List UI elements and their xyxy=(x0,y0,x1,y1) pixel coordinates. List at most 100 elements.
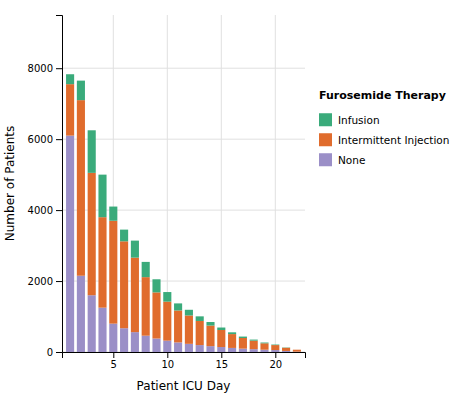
bar xyxy=(131,258,139,332)
bar xyxy=(271,350,279,352)
bar xyxy=(271,344,279,346)
x-grid-line xyxy=(221,15,222,352)
y-grid-line xyxy=(62,210,305,211)
bar xyxy=(174,310,182,342)
bar xyxy=(66,74,74,84)
bar xyxy=(152,339,160,352)
bar xyxy=(109,324,117,352)
x-tick-mark xyxy=(221,352,222,358)
series-bars xyxy=(66,136,301,352)
legend-swatch xyxy=(319,153,332,166)
x-tick-label: 15 xyxy=(215,359,228,370)
y-grid-line xyxy=(62,68,305,69)
bar xyxy=(196,345,204,352)
y-tick: 4000 xyxy=(28,205,62,216)
bar xyxy=(293,350,301,352)
bar xyxy=(77,81,85,101)
bar xyxy=(66,136,74,352)
x-tick-label: 5 xyxy=(111,359,117,370)
bar xyxy=(185,315,193,343)
bar xyxy=(185,344,193,352)
legend-item: Intermittent Injection xyxy=(319,133,449,146)
bar xyxy=(174,342,182,352)
bar xyxy=(239,338,247,349)
bar xyxy=(250,341,258,350)
legend-title: Furosemide Therapy xyxy=(319,89,446,102)
grid xyxy=(62,15,305,352)
bar xyxy=(174,303,182,310)
legend-label: None xyxy=(338,154,365,166)
bar xyxy=(250,349,258,352)
bar xyxy=(142,336,150,352)
y-tick-mark xyxy=(56,68,62,69)
bar xyxy=(163,292,171,302)
bar xyxy=(109,221,117,324)
bar xyxy=(239,349,247,352)
bar xyxy=(206,326,214,347)
x-tick: 15 xyxy=(215,352,228,370)
y-tick: 0 xyxy=(47,347,62,358)
x-tick-label: 10 xyxy=(161,359,174,370)
legend-label: Infusion xyxy=(338,114,380,126)
x-tick: 20 xyxy=(269,352,282,370)
bar xyxy=(98,308,106,352)
y-axis: 0 2000 4000 6000 8000 xyxy=(28,16,63,358)
x-tick: 5 xyxy=(111,352,117,370)
bar xyxy=(142,277,150,336)
bar xyxy=(217,328,225,330)
bar xyxy=(163,302,171,341)
y-tick-label: 4000 xyxy=(28,205,53,216)
bar xyxy=(271,345,279,350)
bar xyxy=(206,346,214,352)
legend-label: Intermittent Injection xyxy=(338,134,449,146)
bar xyxy=(282,351,290,352)
legend-item: Infusion xyxy=(319,113,380,126)
bars xyxy=(66,74,301,352)
bar xyxy=(152,292,160,338)
bar xyxy=(196,316,204,321)
x-axis-title: Patient ICU Day xyxy=(137,379,231,393)
y-tick-label: 2000 xyxy=(28,276,53,287)
x-grid-line xyxy=(275,15,276,352)
bar xyxy=(260,342,268,344)
y-tick: 8000 xyxy=(28,63,62,74)
bar xyxy=(163,341,171,352)
x-tick-mark xyxy=(275,352,276,358)
x-tick-mark xyxy=(167,352,168,358)
series-bars xyxy=(66,84,301,351)
legend-swatch xyxy=(319,113,332,126)
bar xyxy=(98,217,106,307)
bar xyxy=(260,350,268,352)
plot: 5 10 15 20 0 2000 4000 6000 8000 Patient ICU Day N… xyxy=(3,15,306,393)
y-tick: 6000 xyxy=(28,134,62,145)
legend: Furosemide Therapy Infusion Intermittent I… xyxy=(319,89,449,166)
bar xyxy=(88,173,96,295)
y-axis-title: Number of Patients xyxy=(3,126,17,241)
bar xyxy=(293,349,301,350)
bar xyxy=(282,348,290,351)
bar xyxy=(228,348,236,352)
y-grid-line xyxy=(62,139,305,140)
bar xyxy=(217,347,225,352)
y-tick-mark xyxy=(56,281,62,282)
bar xyxy=(239,337,247,338)
x-tick: 10 xyxy=(161,352,174,370)
bar xyxy=(282,347,290,348)
bar xyxy=(152,279,160,292)
bar xyxy=(250,340,258,341)
y-tick-label: 8000 xyxy=(28,63,53,74)
bar xyxy=(77,276,85,352)
bar xyxy=(120,230,128,242)
x-tick-label: 20 xyxy=(269,359,282,370)
bar xyxy=(196,321,204,345)
bar xyxy=(109,207,117,221)
bar xyxy=(185,310,193,316)
x-axis-line xyxy=(63,353,306,359)
bar xyxy=(88,130,96,173)
bar xyxy=(120,328,128,352)
bar xyxy=(98,175,106,218)
bar xyxy=(228,332,236,334)
bar xyxy=(131,332,139,352)
x-axis: 5 10 15 20 xyxy=(63,352,306,370)
bar xyxy=(260,343,268,349)
